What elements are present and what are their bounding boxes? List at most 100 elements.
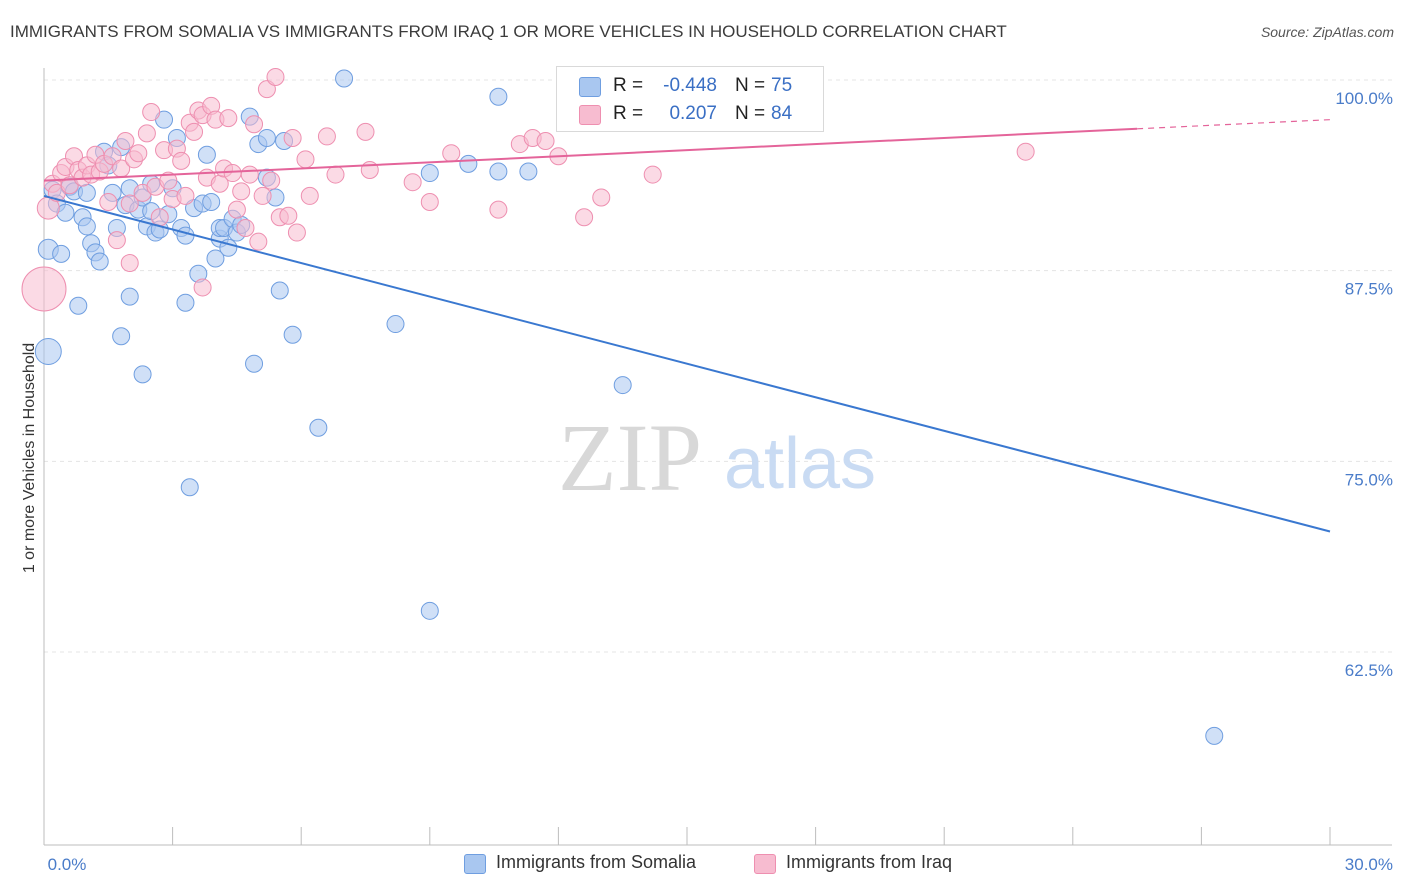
scatter-point: [120, 287, 139, 306]
scatter-point: [257, 128, 276, 147]
scatter-point: [592, 188, 611, 207]
scatter-point: [34, 338, 62, 366]
y-tick-labels: 100.0% 87.5% 75.0% 62.5%: [1335, 89, 1393, 680]
scatter-point: [489, 200, 508, 219]
scatter-point: [142, 103, 161, 122]
scatter-point: [536, 132, 555, 151]
x-tick-label: 0.0%: [48, 855, 87, 874]
scatter-point: [129, 144, 148, 163]
scatter-point: [219, 109, 238, 128]
scatter-point: [52, 244, 71, 263]
legend-row-somalia: R = -0.448 N = 75: [557, 73, 823, 101]
series-legend: Immigrants from Somalia Immigrants from …: [0, 852, 1406, 878]
scatter-point: [227, 200, 246, 219]
scatter-point: [326, 165, 345, 184]
legend-label-iraq: Immigrants from Iraq: [786, 852, 953, 872]
scatter-point: [262, 171, 281, 190]
legend-swatch-somalia: [464, 854, 486, 874]
y-axis-label: 1 or more Vehicles in Household: [21, 343, 38, 573]
scatter-point: [283, 128, 302, 147]
correlation-legend: R = -0.448 N = 75 R = 0.207 N = 84: [556, 66, 824, 132]
scatter-point: [133, 365, 152, 384]
scatter-point: [159, 171, 178, 190]
legend-swatch-iraq: [579, 105, 601, 125]
scatter-point: [69, 296, 88, 315]
scatter-point: [253, 186, 272, 205]
scatter-point: [335, 69, 354, 88]
scatter-point: [172, 151, 191, 170]
scatter-point: [112, 327, 131, 346]
chart-title: IMMIGRANTS FROM SOMALIA VS IMMIGRANTS FR…: [10, 22, 1007, 41]
scatter-point: [116, 132, 135, 151]
scatter-point: [287, 223, 306, 242]
scatter-point: [309, 418, 328, 437]
scatter-point: [356, 122, 375, 141]
watermark: ZIP atlas: [558, 404, 876, 511]
scatter-point: [223, 164, 242, 183]
scatter-point: [489, 162, 508, 181]
scatter-point: [77, 217, 96, 236]
scatter-point: [176, 226, 195, 245]
legend-r-value: -0.448: [663, 75, 717, 96]
legend-n-value: 75: [771, 75, 793, 96]
scatter-point: [77, 183, 96, 202]
scatter-point: [137, 124, 156, 143]
scatter-point: [1205, 726, 1224, 745]
scatter-point: [107, 231, 126, 250]
scatter-point: [197, 145, 216, 164]
scatter-point: [193, 278, 212, 297]
scatter-point: [257, 80, 276, 99]
legend-n-label: N =: [735, 75, 766, 96]
scatter-point: [420, 164, 439, 183]
scatter-point: [176, 186, 195, 205]
scatter-point: [185, 122, 204, 141]
scatter-point: [21, 266, 67, 312]
scatter-point: [232, 182, 251, 201]
trend-line: [43, 194, 1331, 533]
legend-r-value: 0.207: [669, 103, 717, 124]
scatter-point: [575, 208, 594, 227]
scatter-point: [120, 254, 139, 273]
scatter-point: [266, 67, 285, 86]
scatter-point: [459, 154, 478, 173]
scatter-point: [442, 144, 461, 163]
watermark-atlas: atlas: [724, 424, 876, 504]
scatter-point: [296, 150, 315, 169]
scatter-point: [420, 193, 439, 212]
scatter-point: [240, 165, 259, 184]
legend-swatch-somalia: [579, 77, 601, 97]
scatter-point: [420, 601, 439, 620]
scatter-point: [150, 208, 169, 227]
trend-lines: [43, 119, 1331, 533]
x-tick-label: 30.0%: [1345, 855, 1393, 874]
scatter-point: [180, 478, 199, 497]
scatter-point: [613, 376, 632, 395]
y-tick-label: 62.5%: [1345, 661, 1393, 680]
scatter-point: [90, 252, 109, 271]
scatter-point: [317, 127, 336, 146]
scatter-point: [120, 194, 139, 213]
legend-r-label: R =: [613, 103, 644, 124]
scatter-point: [206, 249, 225, 268]
watermark-zip: ZIP: [558, 404, 702, 511]
scatter-point: [245, 354, 264, 373]
legend-n-value: 84: [771, 103, 793, 124]
scatter-point: [386, 315, 405, 334]
scatter-point: [283, 325, 302, 344]
legend-r-label: R =: [613, 75, 644, 96]
source-credit: Source: ZipAtlas.com: [1260, 24, 1394, 40]
legend-row-iraq: R = 0.207 N = 84: [557, 101, 823, 129]
scatter-point: [1016, 142, 1035, 161]
y-tick-label: 75.0%: [1345, 470, 1393, 489]
legend-swatch-iraq: [754, 854, 776, 874]
scatter-point: [300, 186, 319, 205]
x-tick-labels: 0.0% 30.0%: [48, 855, 1393, 874]
y-tick-label: 100.0%: [1335, 89, 1393, 108]
scatter-point: [270, 281, 289, 300]
scatter-point: [519, 162, 538, 181]
scatter-point: [245, 115, 264, 134]
trend-line: [43, 127, 1138, 182]
scatter-point: [103, 147, 122, 166]
scatter-point: [489, 87, 508, 106]
scatter-point: [249, 232, 268, 251]
